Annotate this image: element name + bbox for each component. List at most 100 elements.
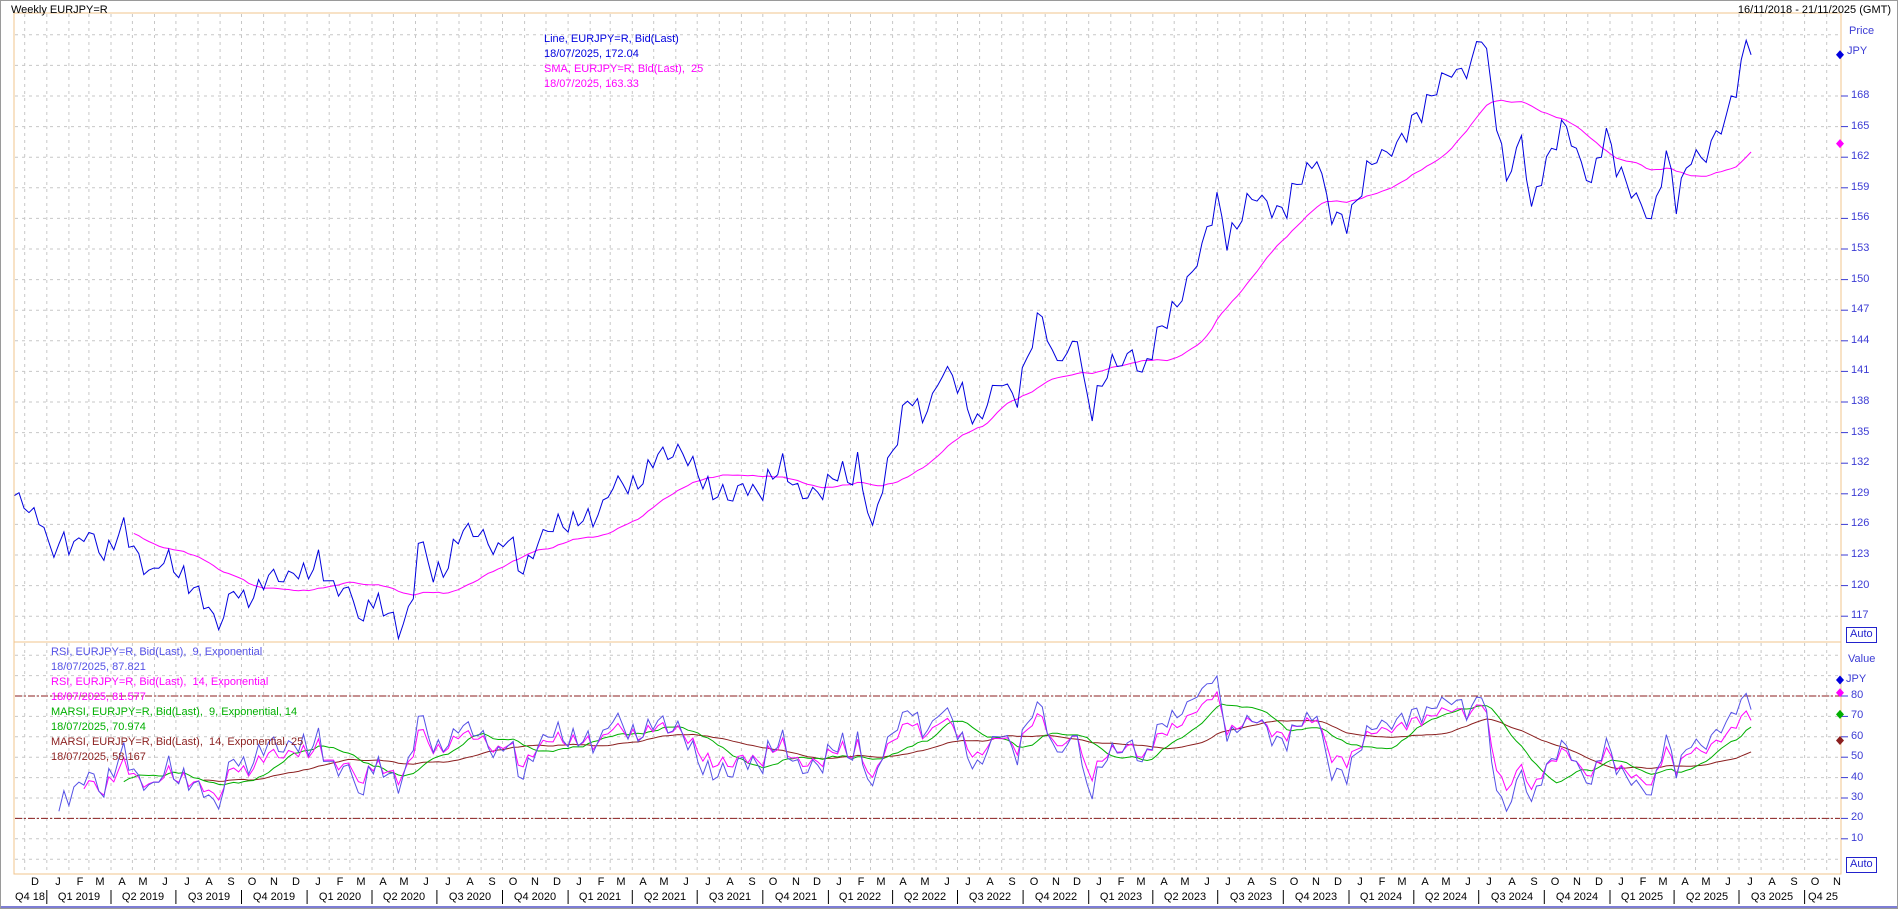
month-label: A bbox=[1681, 876, 1689, 888]
quarter-label: Q4 2023 bbox=[1294, 891, 1338, 903]
price-tick-label: 117 bbox=[1851, 609, 1869, 621]
value-tick-label: 60 bbox=[1851, 730, 1864, 742]
month-label: D bbox=[1073, 876, 1081, 888]
price-tick-label: 168 bbox=[1851, 89, 1870, 101]
quarter-label: Q2 2021 bbox=[643, 891, 687, 903]
month-label: M bbox=[1180, 876, 1190, 888]
quarter-label: Q4 18 bbox=[15, 891, 45, 903]
rsi-legend: RSI, EURJPY=R, Bid(Last), 9, Exponential… bbox=[51, 645, 303, 765]
quarter-label: Q2 2022 bbox=[903, 891, 947, 903]
month-label: O bbox=[1810, 876, 1820, 888]
month-label: M bbox=[659, 876, 669, 888]
month-label: S bbox=[1269, 876, 1277, 888]
month-label: J bbox=[1204, 876, 1210, 888]
month-label: A bbox=[379, 876, 387, 888]
rsi-legend-line-2: RSI, EURJPY=R, Bid(Last), 14, Exponentia… bbox=[51, 676, 269, 688]
month-label: A bbox=[1768, 876, 1776, 888]
month-label: M bbox=[356, 876, 366, 888]
quarter-label: Q4 2020 bbox=[513, 891, 557, 903]
quarter-label: Q1 2022 bbox=[838, 891, 882, 903]
month-label: A bbox=[726, 876, 734, 888]
price-tick-label: 156 bbox=[1851, 211, 1870, 223]
price-tick-label: 162 bbox=[1851, 150, 1870, 162]
month-label: J bbox=[1747, 876, 1753, 888]
value-tick-label: 40 bbox=[1851, 771, 1864, 783]
month-label: A bbox=[205, 876, 213, 888]
month-label: A bbox=[899, 876, 907, 888]
month-label: J bbox=[1486, 876, 1492, 888]
price-tick-label: 165 bbox=[1851, 120, 1870, 132]
month-label: N bbox=[270, 876, 278, 888]
rsi-legend-line-5: 18/07/2025, 70.974 bbox=[51, 721, 146, 733]
price-tick-label: 153 bbox=[1851, 242, 1870, 254]
month-label: M bbox=[1701, 876, 1711, 888]
month-label: J bbox=[184, 876, 190, 888]
quarter-label: Q2 2025 bbox=[1685, 891, 1729, 903]
month-label: M bbox=[616, 876, 626, 888]
quarter-label: Q3 2022 bbox=[968, 891, 1012, 903]
quarter-label: Q3 2025 bbox=[1750, 891, 1794, 903]
price-tick-label: 135 bbox=[1851, 426, 1870, 438]
quarter-label: Q1 2021 bbox=[578, 891, 622, 903]
month-label: M bbox=[1136, 876, 1146, 888]
price-tick-label: 147 bbox=[1851, 303, 1870, 315]
month-label: D bbox=[1334, 876, 1342, 888]
rsi-legend-line-7: 18/07/2025, 58.167 bbox=[51, 751, 146, 763]
month-label: M bbox=[1658, 876, 1668, 888]
value-tick-label: 50 bbox=[1851, 750, 1864, 762]
value-tick-label: 70 bbox=[1851, 709, 1864, 721]
month-label: M bbox=[1441, 876, 1451, 888]
quarter-label: Q3 2019 bbox=[187, 891, 231, 903]
quarter-label: Q2 2019 bbox=[121, 891, 165, 903]
month-label: A bbox=[1247, 876, 1255, 888]
month-label: F bbox=[1378, 876, 1386, 888]
month-label: A bbox=[1508, 876, 1516, 888]
quarter-label: Q1 2024 bbox=[1359, 891, 1403, 903]
month-label: S bbox=[488, 876, 496, 888]
month-label: J bbox=[162, 876, 168, 888]
value-tick-label: 30 bbox=[1851, 791, 1864, 803]
quarter-label: Q3 2024 bbox=[1490, 891, 1534, 903]
window-bottom-frame bbox=[1, 906, 1897, 908]
value-tick-label: 20 bbox=[1851, 811, 1864, 823]
rsi-auto-scale-button[interactable]: Auto bbox=[1846, 857, 1877, 873]
month-label: J bbox=[1096, 876, 1102, 888]
month-label: J bbox=[1725, 876, 1731, 888]
month-label: F bbox=[597, 876, 605, 888]
quarter-label: Q4 2022 bbox=[1034, 891, 1078, 903]
month-label: M bbox=[1397, 876, 1407, 888]
quarter-label: Q2 2020 bbox=[382, 891, 426, 903]
month-label: J bbox=[55, 876, 61, 888]
month-label: M bbox=[95, 876, 105, 888]
month-label: N bbox=[1833, 876, 1841, 888]
month-label: N bbox=[1573, 876, 1581, 888]
month-label: A bbox=[466, 876, 474, 888]
quarter-label: Q3 2021 bbox=[708, 891, 752, 903]
quarter-label: Q2 2024 bbox=[1424, 891, 1468, 903]
month-label: N bbox=[531, 876, 539, 888]
price-tick-label: 123 bbox=[1851, 548, 1870, 560]
month-label: J bbox=[1225, 876, 1231, 888]
price-tick-label: 129 bbox=[1851, 487, 1870, 499]
price-tick-label: 138 bbox=[1851, 395, 1870, 407]
month-label: S bbox=[748, 876, 756, 888]
rsi-legend-line-3: 18/07/2025, 81.577 bbox=[51, 691, 146, 703]
quarter-label: Q3 2020 bbox=[448, 891, 492, 903]
month-label: J bbox=[1357, 876, 1363, 888]
month-label: D bbox=[1595, 876, 1603, 888]
month-label: O bbox=[508, 876, 518, 888]
quarter-label: Q1 2020 bbox=[318, 891, 362, 903]
value-axis-title: Value bbox=[1848, 653, 1876, 665]
main-legend-line-2: SMA, EURJPY=R, Bid(Last), 25 bbox=[544, 63, 704, 75]
main-legend-line-3: 18/07/2025, 163.33 bbox=[544, 78, 639, 90]
main-auto-scale-button[interactable]: Auto bbox=[1846, 627, 1877, 643]
rsi-legend-line-6: MARSI, EURJPY=R, Bid(Last), 14, Exponent… bbox=[51, 736, 304, 748]
month-label: M bbox=[920, 876, 930, 888]
main-legend-line-1: 18/07/2025, 172.04 bbox=[544, 48, 639, 60]
value-tick-label: 10 bbox=[1851, 832, 1864, 844]
month-label: J bbox=[423, 876, 429, 888]
price-tick-label: 132 bbox=[1851, 456, 1870, 468]
month-label: D bbox=[553, 876, 561, 888]
month-label: S bbox=[1790, 876, 1798, 888]
